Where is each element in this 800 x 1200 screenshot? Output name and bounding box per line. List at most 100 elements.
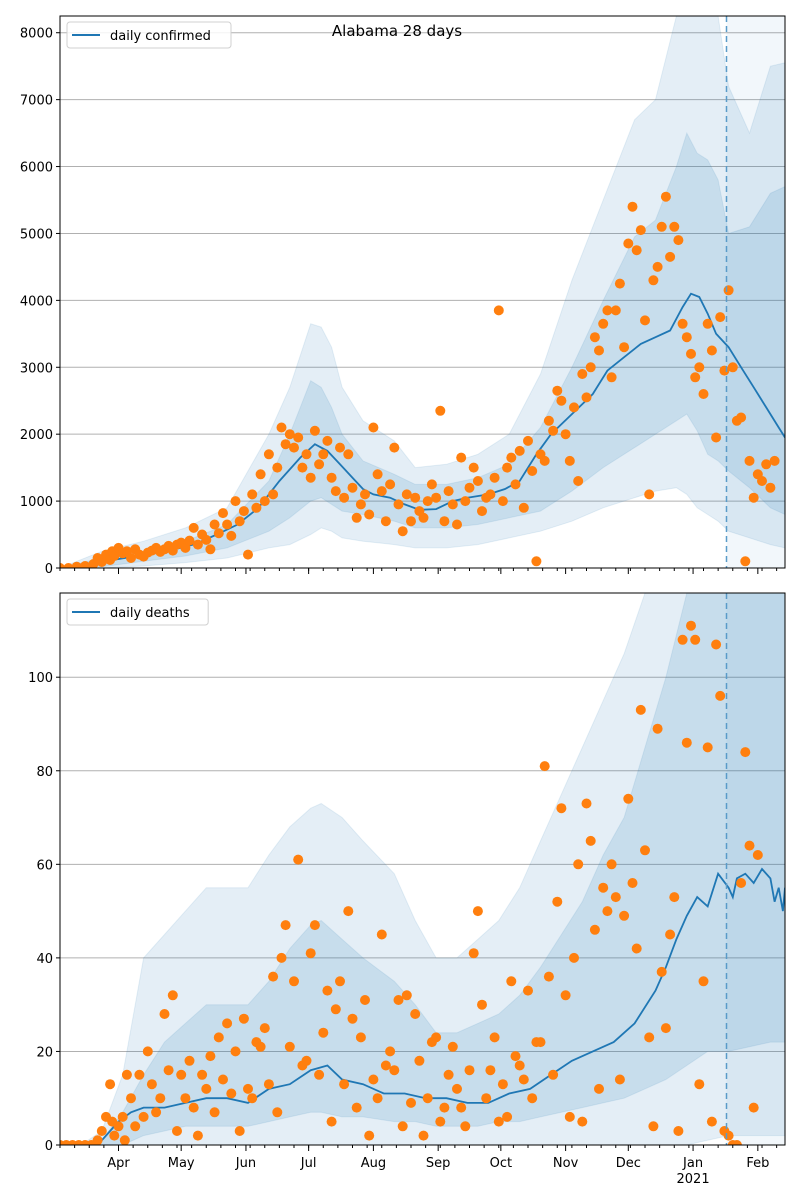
- data-point: [623, 238, 634, 249]
- data-point: [598, 318, 609, 329]
- data-point: [397, 526, 408, 537]
- deaths-axes: 0 20 40 60 80 100 Apr May Jun Jul Aug Sep Oct Nov Dec J…: [28, 0, 790, 1187]
- data-point: [376, 929, 387, 940]
- data-point: [774, 0, 784, 5]
- data-point: [614, 1074, 625, 1085]
- data-point: [197, 1069, 208, 1080]
- data-point: [192, 539, 203, 550]
- data-point: [681, 737, 692, 748]
- data-point: [439, 1102, 450, 1113]
- data-point: [744, 840, 755, 851]
- data-point: [439, 516, 450, 527]
- data-point: [548, 1069, 559, 1080]
- x-tick-label: 2021: [677, 1172, 710, 1187]
- y-tick-label: 0: [45, 1139, 53, 1154]
- data-point: [397, 1121, 408, 1132]
- data-point: [314, 459, 325, 470]
- data-point: [665, 251, 676, 262]
- data-point: [263, 449, 274, 460]
- data-point: [468, 462, 479, 473]
- data-point: [589, 332, 600, 343]
- data-point: [92, 1135, 103, 1145]
- data-point: [581, 798, 592, 809]
- data-point: [631, 943, 642, 954]
- data-point: [460, 496, 471, 507]
- data-point: [234, 1126, 245, 1136]
- data-point: [452, 1083, 462, 1094]
- data-point: [510, 479, 521, 490]
- data-point: [247, 1093, 258, 1104]
- data-point: [640, 315, 650, 326]
- data-point: [309, 920, 320, 931]
- data-point: [681, 332, 692, 343]
- data-point: [778, 0, 788, 5]
- data-point: [347, 1013, 358, 1024]
- data-point: [301, 449, 312, 460]
- data-point: [335, 976, 345, 987]
- data-point: [780, 0, 790, 5]
- y-tick-label: 20: [36, 1045, 53, 1060]
- data-point: [243, 1083, 253, 1094]
- y-tick-label: 0: [45, 562, 53, 577]
- data-point: [431, 492, 442, 503]
- plot-area: [60, 0, 790, 1145]
- data-point: [272, 1107, 283, 1118]
- data-point: [757, 0, 767, 5]
- data-point: [761, 459, 772, 470]
- data-point: [623, 793, 634, 804]
- data-point: [686, 348, 696, 359]
- data-point: [426, 479, 437, 490]
- data-point: [119, 1135, 130, 1145]
- data-point: [222, 1018, 233, 1029]
- data-point: [343, 906, 354, 917]
- data-point: [238, 1013, 249, 1024]
- data-point: [468, 948, 479, 959]
- data-point: [502, 462, 513, 473]
- data-point: [447, 499, 458, 510]
- forecast-region: [726, 593, 785, 1145]
- data-point: [326, 472, 337, 483]
- data-point: [305, 472, 316, 483]
- data-point: [686, 620, 696, 631]
- data-point: [748, 492, 759, 503]
- legend-box: [66, 598, 209, 626]
- data-point: [531, 556, 542, 567]
- data-point: [489, 472, 500, 483]
- data-point: [218, 1074, 228, 1085]
- confirmed-axes: 0 1000 2000 3000 4000 5000 6000 7000 8000 daily c…: [20, 0, 790, 577]
- data-point: [188, 1102, 199, 1113]
- legend: daily confirmed: [66, 21, 232, 49]
- data-point: [577, 369, 588, 379]
- data-point: [431, 1032, 442, 1043]
- data-point: [443, 1069, 454, 1080]
- data-point: [485, 489, 496, 500]
- data-point: [218, 508, 228, 519]
- data-point: [452, 519, 462, 530]
- data-point: [184, 535, 195, 546]
- data-point: [284, 429, 295, 440]
- data-point: [268, 489, 279, 500]
- data-point: [238, 506, 249, 517]
- axes-frame: [59, 15, 786, 569]
- data-point: [665, 929, 676, 940]
- data-point: [589, 924, 600, 935]
- data-point: [477, 999, 487, 1010]
- data-point: [109, 1130, 120, 1141]
- data-point: [736, 412, 747, 423]
- data-point: [226, 1088, 237, 1099]
- data-point: [648, 275, 659, 286]
- data-point: [376, 486, 387, 497]
- data-point: [493, 1116, 504, 1127]
- data-point: [322, 985, 333, 996]
- data-point: [472, 906, 483, 917]
- data-point: [226, 530, 237, 541]
- data-point: [142, 1046, 153, 1057]
- data-point: [610, 305, 621, 316]
- data-point: [410, 1009, 421, 1019]
- data-point: [640, 845, 650, 856]
- data-point: [201, 534, 212, 545]
- data-point: [780, 0, 790, 5]
- data-point: [360, 489, 370, 500]
- data-point: [761, 0, 771, 5]
- data-point: [652, 261, 663, 272]
